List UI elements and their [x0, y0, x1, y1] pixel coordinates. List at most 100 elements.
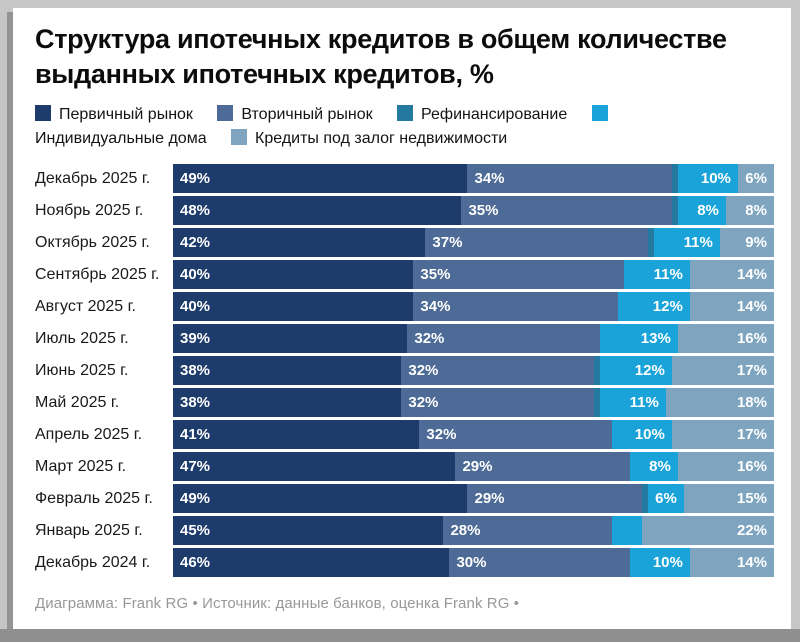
bar-value-label: 30%	[456, 554, 487, 571]
bar-segment-primary: 46%	[173, 548, 450, 577]
category-label: Апрель 2025 г.	[35, 425, 143, 443]
bar-segment-refinance	[671, 196, 678, 225]
bar-row: Май 2025 г. 38% 32% 11% 18%	[13, 388, 774, 417]
bar-segment-collateral: 22%	[641, 516, 774, 545]
stacked-bar: 41% 32% 10% 17%	[173, 420, 774, 449]
category-label: Декабрь 2025 г.	[35, 169, 151, 187]
bar-value-label: 12%	[634, 362, 665, 379]
stacked-bar: 47% 29% 8% 16%	[173, 452, 774, 481]
bar-value-label: 11%	[653, 266, 683, 283]
chart-legend: Первичный рынок Вторичный рынок Рефинанс…	[35, 103, 735, 151]
bar-value-label: 32%	[414, 330, 445, 347]
bar-value-label: 22%	[736, 522, 767, 539]
stacked-bar: 46% 30% 10% 14%	[173, 548, 774, 577]
bar-segment-individual: 6%	[647, 484, 684, 513]
bar-value-label: 38%	[180, 362, 211, 379]
category-label: Июль 2025 г.	[35, 329, 129, 347]
bar-value-label: 16%	[736, 458, 767, 475]
bar-value-label: 40%	[180, 298, 211, 315]
bar-value-label: 13%	[640, 330, 671, 347]
bar-segment-collateral: 18%	[665, 388, 774, 417]
bar-row: Апрель 2025 г. 41% 32% 10% 17%	[13, 420, 774, 449]
bar-value-label: 32%	[408, 394, 439, 411]
bar-segment-secondary: 37%	[425, 228, 648, 257]
bar-segment-secondary: 32%	[401, 356, 594, 385]
bar-segment-primary: 40%	[173, 260, 414, 289]
category-label: Февраль 2025 г.	[35, 489, 153, 507]
stacked-bar: 42% 37% 11% 9%	[173, 228, 774, 257]
bar-row: Декабрь 2024 г. 46% 30% 10% 14%	[13, 548, 774, 577]
bar-segment-collateral: 8%	[725, 196, 774, 225]
bar-segment-primary: 39%	[173, 324, 408, 353]
bar-value-label: 8%	[649, 458, 671, 475]
legend-swatch-secondary	[217, 105, 234, 121]
category-label: Сентябрь 2025 г.	[35, 265, 160, 283]
bar-segment-individual: 11%	[599, 388, 666, 417]
category-label: Март 2025 г.	[35, 457, 127, 475]
bar-value-label: 10%	[700, 170, 731, 187]
bar-row: Август 2025 г. 40% 34% 12% 14%	[13, 292, 774, 321]
bar-segment-collateral: 14%	[689, 548, 774, 577]
bar-value-label: 46%	[180, 554, 211, 571]
bar-segment-individual: 13%	[599, 324, 678, 353]
bar-value-label: 9%	[745, 234, 767, 251]
bar-row: Декабрь 2025 г. 49% 34% 10% 6%	[13, 164, 774, 193]
bar-segment-secondary: 34%	[413, 292, 618, 321]
bar-segment-individual	[611, 516, 642, 545]
stacked-bar: 38% 32% 12% 17%	[173, 356, 774, 385]
bar-value-label: 35%	[468, 202, 499, 219]
bar-segment-primary: 41%	[173, 420, 420, 449]
bar-value-label: 8%	[745, 202, 767, 219]
bar-row: Март 2025 г. 47% 29% 8% 16%	[13, 452, 774, 481]
bar-segment-individual: 10%	[677, 164, 738, 193]
bar-segment-primary: 38%	[173, 356, 402, 385]
bar-value-label: 8%	[697, 202, 719, 219]
bar-row: Июль 2025 г. 39% 32% 13% 16%	[13, 324, 774, 353]
bar-value-label: 14%	[736, 266, 767, 283]
bar-segment-secondary: 29%	[467, 484, 642, 513]
legend-item-collateral: Кредиты под залог недвижимости	[231, 129, 507, 147]
bar-row: Январь 2025 г. 45% 28% 22%	[13, 516, 774, 545]
stacked-bar: 49% 34% 10% 6%	[173, 164, 774, 193]
bar-value-label: 40%	[180, 266, 211, 283]
bar-value-label: 49%	[180, 490, 211, 507]
bar-value-label: 6%	[745, 170, 767, 187]
bar-value-label: 42%	[180, 234, 211, 251]
legend-item-individual: Индивидуальные дома	[35, 105, 616, 147]
bar-segment-secondary: 28%	[443, 516, 612, 545]
bar-segment-primary: 38%	[173, 388, 402, 417]
stacked-bar: 49% 29% 6% 15%	[173, 484, 774, 513]
category-label: Декабрь 2024 г.	[35, 553, 151, 571]
bar-segment-refinance	[593, 388, 600, 417]
bar-value-label: 11%	[683, 234, 713, 251]
bar-value-label: 39%	[180, 330, 211, 347]
category-label: Июнь 2025 г.	[35, 361, 129, 379]
bar-segment-collateral: 15%	[683, 484, 774, 513]
stacked-bar: 39% 32% 13% 16%	[173, 324, 774, 353]
bar-segment-secondary: 32%	[407, 324, 600, 353]
bar-value-label: 35%	[420, 266, 451, 283]
bar-value-label: 29%	[474, 490, 505, 507]
bar-segment-individual: 10%	[629, 548, 690, 577]
bar-value-label: 17%	[736, 426, 767, 443]
bar-value-label: 41%	[180, 426, 211, 443]
bar-segment-collateral: 14%	[689, 260, 774, 289]
bar-value-label: 34%	[474, 170, 505, 187]
bar-value-label: 10%	[634, 426, 665, 443]
bar-segment-primary: 49%	[173, 164, 468, 193]
bar-value-label: 12%	[652, 298, 683, 315]
legend-item-primary: Первичный рынок	[35, 105, 193, 123]
source-caption: Диаграмма: Frank RG • Источник: данные б…	[35, 595, 520, 612]
bar-value-label: 37%	[432, 234, 463, 251]
stacked-bar: 45% 28% 22%	[173, 516, 774, 545]
stacked-bar: 48% 35% 8% 8%	[173, 196, 774, 225]
chart-title: Структура ипотечных кредитов в общем кол…	[35, 24, 727, 89]
bar-segment-collateral: 16%	[677, 324, 774, 353]
bar-value-label: 17%	[736, 362, 767, 379]
bar-value-label: 14%	[736, 298, 767, 315]
bar-segment-secondary: 30%	[449, 548, 630, 577]
bottom-frame-band	[0, 629, 800, 642]
bar-segment-primary: 48%	[173, 196, 462, 225]
bar-segment-individual: 12%	[617, 292, 690, 321]
bar-segment-collateral: 16%	[677, 452, 774, 481]
